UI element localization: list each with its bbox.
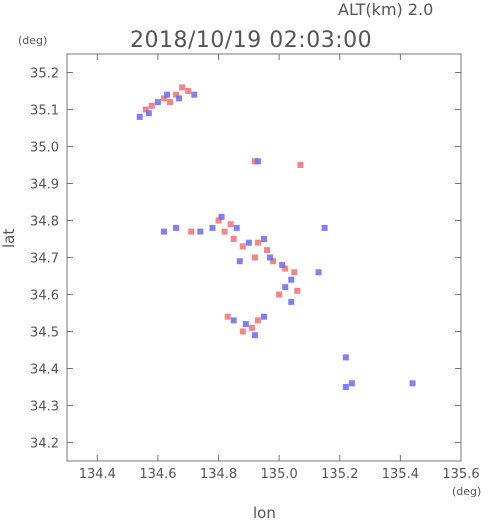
y-tick-label: 34.2 [30,437,59,452]
x-tick-label: 135.2 [321,467,358,482]
y-tick-label: 34.6 [30,289,59,304]
data-point [279,261,286,268]
x-tick-label: 135.0 [261,467,298,482]
data-point [230,317,237,324]
data-point [142,106,149,113]
x-tick-label: 134.4 [79,467,116,482]
data-point [342,354,349,361]
y-tick-label: 35.1 [30,104,59,119]
data-point [160,228,167,235]
data-point [270,258,277,265]
x-axis-label: lon [253,504,276,522]
data-point [215,217,222,224]
data-point [136,113,143,120]
data-point [221,228,228,235]
x-tick-label: 134.6 [139,467,176,482]
plot-frame [66,53,462,462]
data-point [224,313,231,320]
axis-ticks: 134.4 134.6 134.8 135.0 135.2 135.4 135.6 34.2 3… [30,54,480,482]
y-tick-label: 34.4 [30,363,59,378]
data-point [145,110,152,117]
data-point [197,228,204,235]
data-point [282,284,289,291]
data-point [167,99,174,106]
data-point [176,95,183,102]
altitude-label: ALT(km) 2.0 [338,0,434,19]
x-axis-unit: (deg) [452,485,482,498]
y-tick-label: 34.8 [30,215,59,230]
data-point [348,380,355,387]
y-tick-label: 34.5 [30,326,59,341]
y-tick-label: 35.0 [30,141,59,156]
data-point [254,158,261,165]
data-point [160,95,167,102]
data-point [254,239,261,246]
data-point [288,276,295,283]
data-point [209,224,216,231]
data-point [236,258,243,265]
data-point [294,287,301,294]
data-point [254,317,261,324]
data-point [218,213,225,220]
data-point [264,247,271,254]
data-point [251,158,258,165]
data-point [239,243,246,250]
x-tick-label: 135.4 [382,467,419,482]
data-point [191,91,198,98]
data-point [242,321,249,328]
data-point [239,328,246,335]
data-point [173,224,180,231]
data-point [297,162,304,168]
data-point [188,228,195,235]
data-point [409,380,416,387]
y-tick-label: 34.7 [30,252,59,267]
data-point [291,269,298,276]
data-point [227,221,234,228]
data-point [185,88,192,94]
y-axis-unit: (deg) [18,34,48,47]
y-tick-label: 34.3 [30,400,59,415]
data-point [267,254,274,261]
data-point [245,239,252,246]
data-point [154,99,161,106]
chart-title: 2018/10/19 02:03:00 [130,28,373,53]
data-point [261,313,267,320]
x-tick-label: 135.6 [442,467,479,482]
data-point [230,236,237,242]
data-point [321,224,328,231]
data-point [233,224,240,231]
data-point [288,298,295,305]
data-points [136,84,416,390]
data-point [179,84,186,91]
data-point [315,269,322,276]
data-point [148,102,155,109]
data-point [261,236,267,242]
data-point [282,265,289,272]
data-point [342,384,349,390]
data-point [173,91,180,98]
y-tick-label: 35.2 [30,67,59,82]
x-tick-label: 134.8 [200,467,237,482]
data-point [276,291,283,298]
data-point [251,254,258,261]
y-tick-label: 34.9 [30,178,59,193]
data-point [164,91,171,98]
data-point [248,324,255,331]
data-point [251,332,258,339]
